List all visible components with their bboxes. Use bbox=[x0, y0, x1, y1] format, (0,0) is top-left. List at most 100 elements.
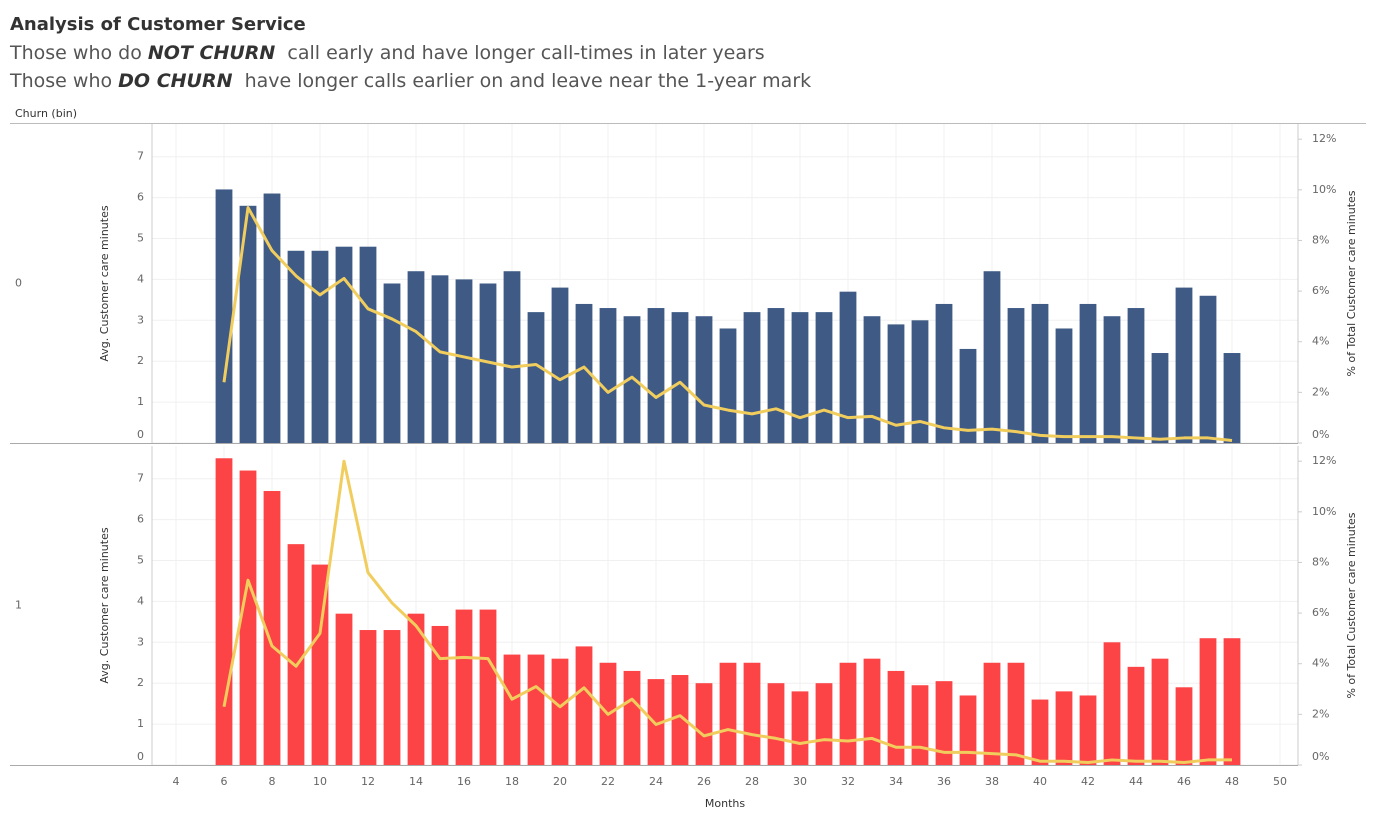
bar bbox=[1127, 308, 1145, 443]
bar bbox=[1031, 699, 1049, 765]
bar bbox=[503, 271, 521, 443]
y2-tick-label: 4% bbox=[1312, 657, 1329, 670]
y-tick-label: 0 bbox=[137, 428, 144, 441]
x-tick-label: 6 bbox=[221, 775, 228, 788]
bar bbox=[839, 662, 857, 765]
bar bbox=[887, 670, 905, 765]
y-tick-label: 7 bbox=[137, 150, 144, 163]
bar bbox=[215, 189, 233, 443]
x-tick-label: 8 bbox=[269, 775, 276, 788]
bar bbox=[455, 609, 473, 765]
bar bbox=[671, 675, 689, 765]
bar bbox=[983, 271, 1001, 443]
y-tick-label: 0 bbox=[137, 750, 144, 763]
subtitle-part: have longer calls earlier on and leave n… bbox=[233, 70, 812, 92]
y2-axis-title: % of Total Customer care minutes bbox=[1345, 512, 1358, 698]
y-tick-label: 2 bbox=[137, 676, 144, 689]
y2-tick-label: 8% bbox=[1312, 555, 1329, 568]
bar bbox=[383, 630, 401, 765]
bar bbox=[1199, 295, 1217, 443]
x-tick-label: 48 bbox=[1225, 775, 1239, 788]
bar bbox=[1151, 353, 1169, 443]
bar bbox=[311, 564, 329, 765]
x-tick-label: 20 bbox=[553, 775, 567, 788]
bar bbox=[575, 646, 593, 765]
y-tick-label: 4 bbox=[137, 594, 144, 607]
bar bbox=[383, 283, 401, 443]
bar bbox=[863, 316, 881, 443]
y-axis-title: Avg. Customer care minutes bbox=[98, 205, 111, 361]
x-tick-label: 36 bbox=[937, 775, 951, 788]
bar bbox=[215, 458, 233, 765]
bar bbox=[1079, 303, 1097, 443]
bar bbox=[1103, 642, 1121, 765]
bar bbox=[431, 275, 449, 443]
bar bbox=[767, 308, 785, 443]
y2-tick-label: 10% bbox=[1312, 505, 1336, 518]
bar bbox=[575, 303, 593, 443]
x-tick-label: 14 bbox=[409, 775, 423, 788]
x-tick-label: 24 bbox=[649, 775, 663, 788]
bar bbox=[1223, 353, 1241, 443]
bar bbox=[239, 470, 257, 765]
x-tick-label: 50 bbox=[1273, 775, 1287, 788]
bar bbox=[359, 630, 377, 765]
bar bbox=[839, 291, 857, 443]
y2-tick-label: 2% bbox=[1312, 385, 1329, 398]
y2-tick-label: 4% bbox=[1312, 335, 1329, 348]
bar bbox=[815, 683, 833, 765]
bar bbox=[455, 279, 473, 443]
y2-tick-label: 10% bbox=[1312, 183, 1336, 196]
x-tick-label: 12 bbox=[361, 775, 375, 788]
bar bbox=[1007, 662, 1025, 765]
y-tick-label: 1 bbox=[137, 395, 144, 408]
bar bbox=[239, 205, 257, 443]
y2-tick-label: 12% bbox=[1312, 454, 1336, 467]
x-tick-label: 32 bbox=[841, 775, 855, 788]
bar bbox=[1175, 287, 1193, 443]
y-tick-label: 2 bbox=[137, 354, 144, 367]
x-tick-label: 38 bbox=[985, 775, 999, 788]
y-tick-label: 4 bbox=[137, 272, 144, 285]
bar bbox=[911, 320, 929, 443]
bar bbox=[959, 695, 977, 765]
x-tick-label: 16 bbox=[457, 775, 471, 788]
subtitle: Those who do NOT CHURN call early and ha… bbox=[9, 42, 765, 64]
bar bbox=[599, 308, 617, 443]
x-tick-label: 30 bbox=[793, 775, 807, 788]
row-label: 0 bbox=[15, 277, 22, 290]
line bbox=[222, 206, 1233, 442]
bar bbox=[551, 287, 569, 443]
bar bbox=[911, 685, 929, 765]
bar bbox=[743, 662, 761, 765]
bar bbox=[287, 544, 305, 765]
x-tick-label: 44 bbox=[1129, 775, 1143, 788]
y2-tick-label: 2% bbox=[1312, 707, 1329, 720]
bar bbox=[1055, 691, 1073, 765]
bar bbox=[407, 613, 425, 765]
y-tick-label: 6 bbox=[137, 513, 144, 526]
bar bbox=[815, 312, 833, 443]
bar bbox=[935, 681, 953, 765]
bar bbox=[647, 679, 665, 765]
x-tick-label: 34 bbox=[889, 775, 903, 788]
bar bbox=[311, 250, 329, 443]
bar bbox=[263, 193, 281, 443]
bar bbox=[335, 246, 353, 443]
bar bbox=[791, 691, 809, 765]
bar bbox=[935, 303, 953, 443]
bar bbox=[719, 662, 737, 765]
x-tick-label: 18 bbox=[505, 775, 519, 788]
x-tick-label: 46 bbox=[1177, 775, 1191, 788]
bar bbox=[527, 654, 545, 765]
bar bbox=[503, 654, 521, 765]
bar bbox=[983, 662, 1001, 765]
bar bbox=[647, 308, 665, 443]
bar bbox=[743, 312, 761, 443]
x-tick-label: 22 bbox=[601, 775, 615, 788]
bar bbox=[551, 658, 569, 765]
bar bbox=[623, 316, 641, 443]
line bbox=[222, 459, 1232, 764]
bar bbox=[1079, 695, 1097, 765]
bar bbox=[767, 683, 785, 765]
